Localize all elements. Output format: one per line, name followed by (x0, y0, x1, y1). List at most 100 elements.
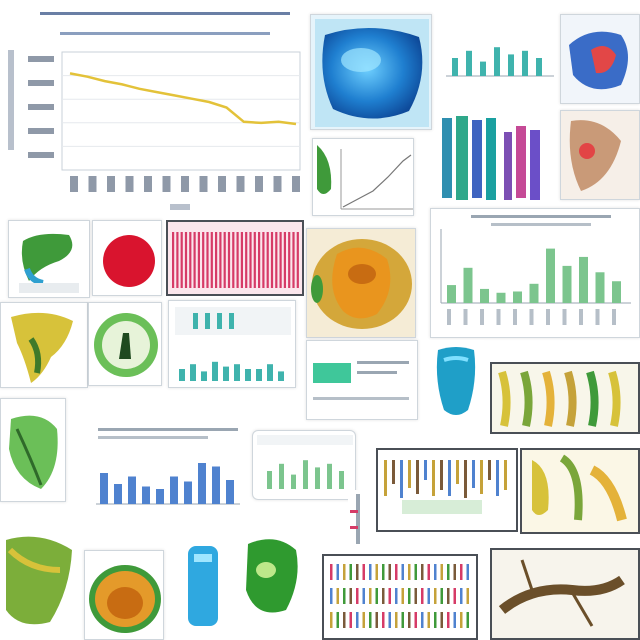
bar (496, 460, 499, 496)
strip-shape (498, 370, 511, 427)
stripe (440, 588, 443, 604)
x-tick-smudge (236, 176, 245, 192)
stripe (349, 588, 352, 604)
strip-shape (542, 370, 555, 427)
orange-organ-image (306, 228, 416, 338)
small-bar-chart-top (438, 30, 558, 90)
stripe (349, 612, 352, 628)
stripe (388, 564, 391, 580)
gridlines (62, 75, 300, 147)
stripe (215, 232, 218, 288)
stripe-bg (168, 222, 302, 294)
strip-shape (608, 370, 621, 427)
stripe (362, 612, 365, 628)
x-tick-smudge (218, 176, 226, 192)
x-tick-smudge (273, 176, 282, 192)
trend-line (69, 72, 297, 126)
bar (392, 460, 395, 484)
stripe (232, 232, 235, 288)
bar (508, 54, 514, 76)
stripe (427, 612, 430, 628)
blue-cylinder-image (180, 540, 226, 630)
bar (245, 369, 251, 381)
stripe (253, 232, 256, 288)
cyan-scan-image (310, 14, 432, 130)
stripe (375, 564, 378, 580)
bar (278, 371, 284, 381)
bar (400, 460, 403, 498)
x-tick-smudges (70, 176, 300, 192)
stripe (447, 564, 450, 580)
stripe (421, 588, 424, 604)
stripe (460, 612, 463, 628)
y-tick-smudges (8, 50, 190, 210)
x-tick-smudge (107, 176, 115, 192)
bar (205, 313, 210, 329)
bar (408, 460, 411, 488)
stripe (270, 232, 274, 288)
green-bean-image (8, 220, 90, 298)
stripe (382, 612, 385, 628)
stripe (375, 588, 378, 604)
stripe (362, 564, 365, 580)
teal-bar-chart (168, 300, 296, 388)
green-bar-chart (430, 208, 640, 338)
cyan-vase-image (428, 340, 484, 426)
title-smudge (98, 428, 238, 431)
stripe (249, 232, 252, 288)
bar (480, 460, 483, 494)
stripe (279, 232, 282, 288)
stripe (408, 612, 411, 628)
chart-title-smudge (40, 12, 290, 15)
stripe (172, 232, 175, 288)
bar (579, 256, 588, 303)
stripe (414, 612, 417, 628)
bar (234, 364, 240, 381)
stripe (460, 588, 463, 604)
bar (339, 471, 344, 489)
bar (128, 476, 136, 504)
bar (179, 369, 185, 381)
stripe (330, 564, 333, 580)
bar (267, 471, 272, 489)
stripe (382, 564, 385, 580)
stripe (262, 232, 265, 288)
stripe (223, 232, 226, 288)
bar (456, 460, 459, 484)
x-tick-smudge (125, 176, 134, 192)
bar (226, 480, 234, 504)
blue-figure-image (560, 14, 640, 104)
stripe (336, 564, 339, 580)
bar (256, 369, 262, 381)
insect-image (490, 548, 640, 640)
stripe (440, 564, 443, 580)
stripe (343, 564, 346, 580)
line-chart-panel (0, 0, 305, 215)
bar (546, 248, 555, 303)
bar (480, 61, 486, 76)
bar (480, 288, 489, 303)
x-tick-smudge (70, 176, 78, 192)
stripe (440, 612, 443, 628)
bar (452, 58, 458, 76)
stripe (434, 588, 437, 604)
stripe (356, 564, 359, 580)
chart-subtitle-smudge (60, 32, 270, 35)
green-corn-image (0, 530, 76, 640)
bar (424, 460, 427, 480)
flesh-tone-image (560, 110, 640, 200)
small-line-graph (312, 138, 414, 216)
vertical-mini-chart (348, 490, 372, 550)
bar (536, 58, 542, 76)
stripe (202, 232, 205, 288)
stripe (388, 612, 391, 628)
stripe-table-image (322, 554, 478, 640)
bar (193, 313, 198, 329)
x-tick-smudge (447, 309, 451, 325)
x-tick-smudge (595, 309, 600, 325)
bar (562, 265, 572, 303)
green-blob-image (236, 530, 306, 630)
stripe (401, 588, 404, 604)
bar (466, 50, 472, 76)
stripe (466, 588, 469, 604)
